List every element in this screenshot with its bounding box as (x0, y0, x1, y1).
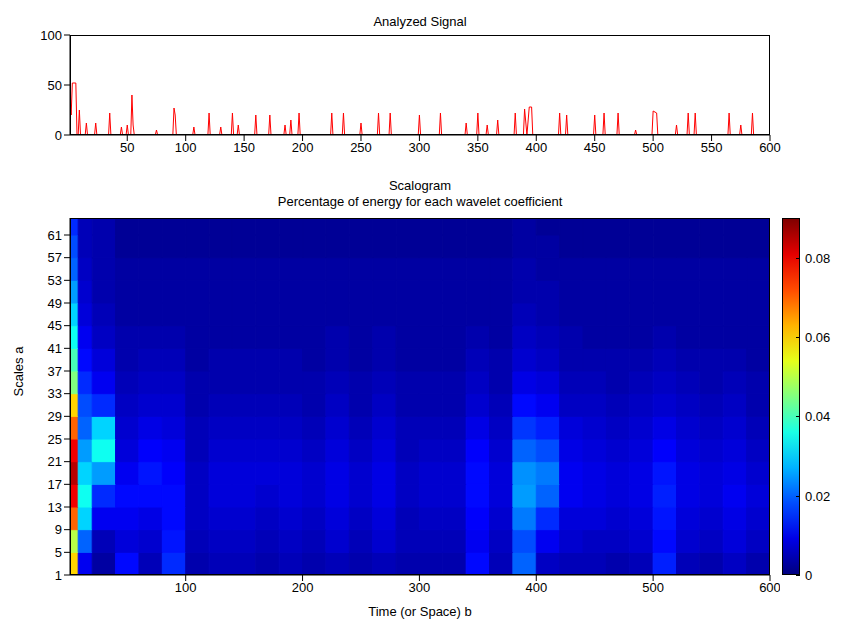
svg-text:250: 250 (350, 140, 372, 155)
svg-text:41: 41 (48, 341, 62, 356)
svg-text:500: 500 (642, 140, 664, 155)
svg-text:21: 21 (48, 454, 62, 469)
svg-text:100: 100 (40, 28, 62, 43)
svg-text:50: 50 (120, 140, 134, 155)
svg-text:600: 600 (759, 580, 780, 595)
svg-text:33: 33 (48, 386, 62, 401)
svg-text:550: 550 (701, 140, 723, 155)
svg-text:37: 37 (48, 364, 62, 379)
html-text:0: 0 (805, 567, 813, 583)
svg-text:350: 350 (467, 140, 489, 155)
svg-text:200: 200 (292, 140, 314, 155)
svg-text:600: 600 (759, 140, 781, 155)
svg-text:200: 200 (292, 580, 314, 595)
svg-text:1: 1 (55, 568, 62, 583)
svg-text:49: 49 (48, 296, 62, 311)
svg-text:100: 100 (175, 580, 197, 595)
svg-text:5: 5 (55, 545, 62, 560)
svg-text:29: 29 (48, 409, 62, 424)
html-text:Percentage of energy for each: Percentage of energy for each wavelet co… (277, 194, 563, 209)
svg-text:17: 17 (48, 477, 62, 492)
svg-text:450: 450 (584, 140, 606, 155)
svg-text:9: 9 (55, 522, 62, 537)
html-text:Scalogram: Scalogram (388, 178, 452, 193)
svg-text:400: 400 (525, 580, 547, 595)
svg-text:53: 53 (48, 273, 62, 288)
html-text:0.08: 0.08 (805, 250, 831, 266)
svg-text:300: 300 (409, 140, 431, 155)
svg-text:45: 45 (48, 318, 62, 333)
svg-text:61: 61 (48, 228, 62, 243)
svg-text:400: 400 (525, 140, 547, 155)
svg-text:57: 57 (48, 250, 62, 265)
svg-text:0: 0 (55, 128, 62, 143)
svg-text:13: 13 (48, 500, 62, 515)
html-text:0.06: 0.06 (805, 329, 831, 345)
html-text:0.02: 0.02 (805, 488, 831, 504)
html-text:Analyzed Signal: Analyzed Signal (373, 14, 467, 29)
svg-text:Time (or Space) b: Time (or Space) b (368, 604, 472, 619)
svg-text:25: 25 (48, 432, 62, 447)
svg-text:50: 50 (48, 78, 62, 93)
svg-text:150: 150 (233, 140, 255, 155)
svg-text:Scales a: Scales a (11, 346, 26, 397)
svg-text:100: 100 (175, 140, 197, 155)
svg-text:300: 300 (409, 580, 431, 595)
svg-text:500: 500 (642, 580, 664, 595)
html-text:0.04: 0.04 (805, 408, 831, 424)
